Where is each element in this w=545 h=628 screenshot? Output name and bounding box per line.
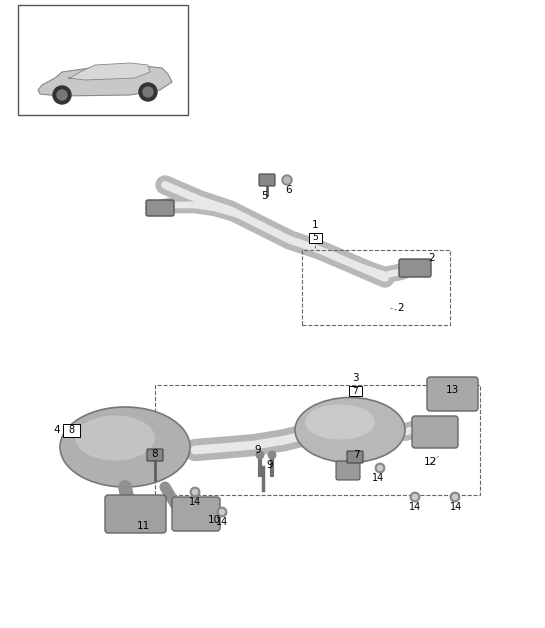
Circle shape	[139, 83, 157, 101]
Circle shape	[220, 509, 225, 514]
Text: 5: 5	[261, 191, 267, 201]
Circle shape	[378, 465, 383, 470]
Text: 8: 8	[152, 449, 158, 459]
Circle shape	[53, 86, 71, 104]
Polygon shape	[38, 65, 172, 96]
Circle shape	[256, 451, 264, 459]
Text: 2: 2	[397, 303, 404, 313]
Ellipse shape	[75, 416, 155, 460]
Text: 4: 4	[53, 425, 60, 435]
Text: 14: 14	[409, 502, 421, 512]
FancyBboxPatch shape	[63, 423, 80, 436]
Text: 5: 5	[312, 234, 318, 242]
Text: 1: 1	[312, 220, 318, 230]
Text: 7: 7	[353, 450, 359, 460]
Circle shape	[282, 175, 292, 185]
Circle shape	[268, 451, 276, 459]
Text: 6: 6	[286, 185, 292, 195]
FancyBboxPatch shape	[348, 386, 361, 396]
Ellipse shape	[295, 398, 405, 462]
Text: 13: 13	[445, 385, 459, 395]
Circle shape	[217, 507, 227, 517]
Text: 9: 9	[255, 445, 261, 455]
Circle shape	[190, 487, 200, 497]
Polygon shape	[68, 63, 150, 80]
Text: 14: 14	[189, 497, 201, 507]
FancyBboxPatch shape	[347, 451, 363, 463]
FancyBboxPatch shape	[259, 174, 275, 186]
Circle shape	[143, 87, 153, 97]
FancyBboxPatch shape	[308, 232, 322, 242]
FancyBboxPatch shape	[412, 416, 458, 448]
Circle shape	[284, 177, 290, 183]
Text: 12: 12	[423, 457, 437, 467]
Circle shape	[375, 463, 385, 473]
FancyBboxPatch shape	[147, 449, 163, 461]
Circle shape	[57, 90, 67, 100]
Circle shape	[413, 494, 417, 499]
Text: 9: 9	[267, 460, 273, 470]
Bar	[18, 5, 188, 115]
Text: 11: 11	[136, 521, 150, 531]
FancyBboxPatch shape	[427, 377, 478, 411]
FancyBboxPatch shape	[146, 200, 174, 216]
Text: 10: 10	[208, 515, 221, 525]
Circle shape	[452, 494, 457, 499]
Text: 8: 8	[68, 425, 74, 435]
FancyBboxPatch shape	[399, 259, 431, 277]
Text: 2: 2	[428, 253, 434, 263]
Text: 14: 14	[372, 473, 384, 483]
FancyBboxPatch shape	[336, 461, 360, 480]
Text: 3: 3	[352, 373, 358, 383]
Circle shape	[450, 492, 460, 502]
FancyBboxPatch shape	[105, 495, 166, 533]
Ellipse shape	[305, 404, 375, 440]
Text: 14: 14	[450, 502, 462, 512]
Text: 14: 14	[216, 517, 228, 527]
FancyBboxPatch shape	[172, 497, 220, 531]
Text: 7: 7	[352, 386, 358, 396]
Circle shape	[192, 489, 197, 494]
Circle shape	[410, 492, 420, 502]
Ellipse shape	[60, 407, 190, 487]
